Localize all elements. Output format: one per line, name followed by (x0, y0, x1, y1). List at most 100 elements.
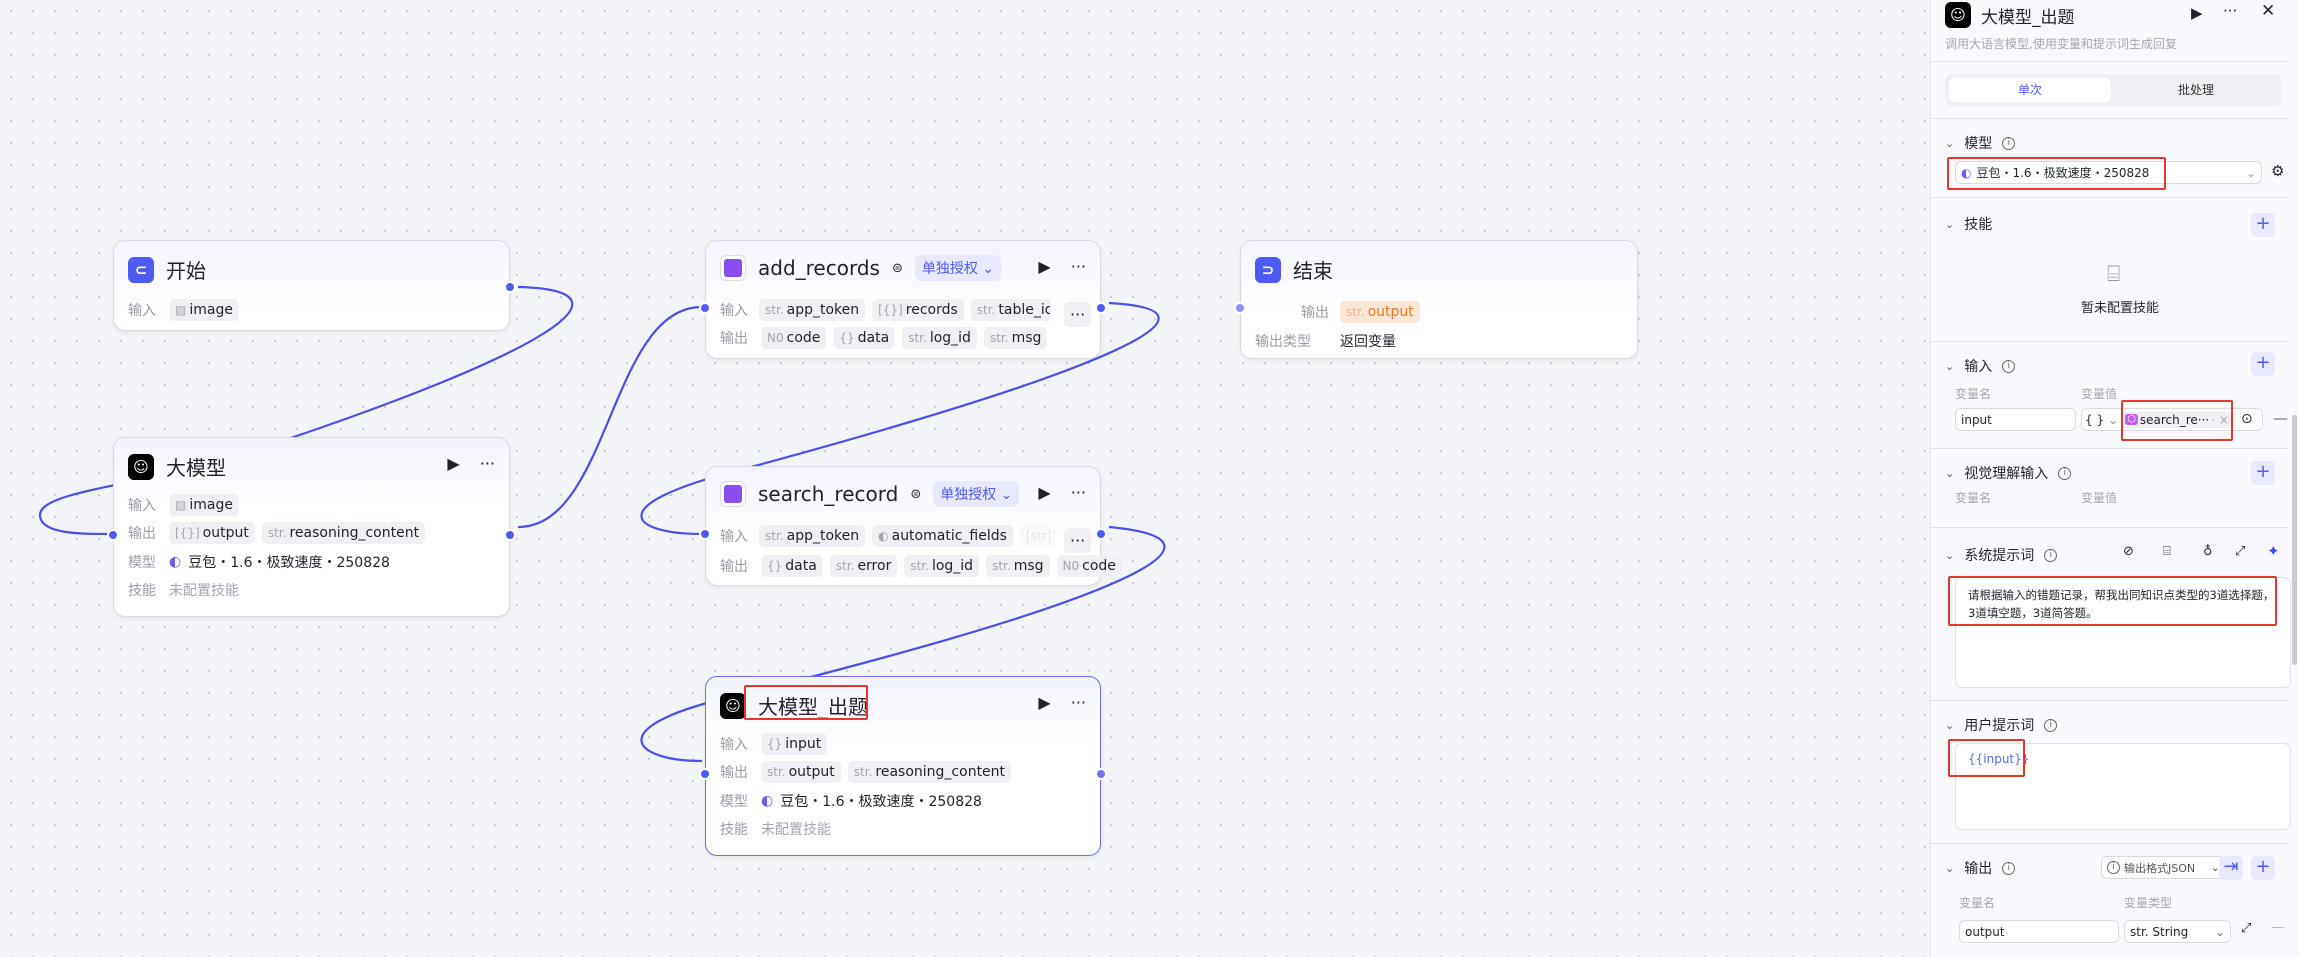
gear-icon[interactable]: ⚙ (2271, 162, 2285, 180)
skills-empty: 暂未配置技能 (2081, 301, 2160, 316)
tab-single[interactable]: 单次 (1949, 78, 2111, 102)
input-handle[interactable] (699, 768, 711, 780)
edge-add-search (640, 301, 1160, 536)
output-format-select[interactable]: i 输出格式JSON ⌄ (2101, 856, 2226, 879)
auth-dropdown[interactable]: 单独授权 ⌄ (933, 481, 1020, 507)
highlight-box (2121, 400, 2233, 441)
more-icon[interactable]: ··· (479, 454, 495, 473)
input-name-field[interactable]: input (1955, 408, 2076, 431)
doubao-icon: ◐ (1961, 165, 1972, 180)
output-handle[interactable] (504, 529, 516, 541)
more-icon[interactable]: ··· (1070, 483, 1086, 502)
highlight-box (1948, 739, 2025, 777)
node-end[interactable]: ⊃ 结束 输出 str. output 输出类型 返回变量 (1234, 240, 1638, 359)
model-select[interactable]: ◐ 豆包・1.6・极致速度・250828 ⌄ (1955, 161, 2262, 184)
node-start[interactable]: ⊂ 开始 输入 ▨ image (113, 240, 516, 331)
output-handle[interactable] (1095, 768, 1107, 780)
plugin-icon: ⊜ (891, 260, 903, 276)
more-icon[interactable]: ··· (1070, 693, 1086, 712)
compass-icon[interactable]: ⊘ (2123, 544, 2134, 559)
output-handle[interactable] (504, 281, 516, 293)
node-search-record[interactable]: search_record ⊜ 单独授权 ⌄ ▶ ··· 输入 str. app_tok… (699, 466, 1122, 586)
run-icon[interactable]: ▶ (1038, 483, 1051, 502)
system-prompt-textarea[interactable]: 请根据输入的错题记录，帮我出同知识点类型的3道选择题，3道填空题，3道简答题。 (1955, 577, 2291, 688)
panel-subtitle: 调用大语言模型,使用变量和提示词生成回复 (1945, 37, 2177, 51)
doubao-icon: ◐ (761, 793, 774, 809)
input-handle[interactable] (699, 528, 711, 540)
add-skill-button[interactable]: + (2251, 213, 2275, 237)
plugin-icon: ⊜ (910, 486, 922, 502)
info-icon: i (2058, 466, 2072, 480)
info-icon: i (2044, 548, 2058, 562)
input-handle[interactable] (1234, 302, 1246, 314)
more-icon[interactable]: ··· (1070, 257, 1086, 276)
chevron-down-icon[interactable]: ⌄ (1945, 466, 1955, 480)
expand-icon[interactable]: ⤢ (2241, 921, 2252, 936)
expand-icon[interactable]: ⤢ (2235, 544, 2246, 559)
run-icon[interactable]: ▶ (1038, 257, 1051, 276)
run-icon[interactable]: ▶ (2191, 4, 2203, 22)
node-llm-quiz[interactable]: ☺ 大模型_出题 ▶ ··· 输入{} input 输出 str. output str. r… (699, 676, 1107, 856)
info-icon: i (2002, 861, 2016, 875)
chevron-down-icon[interactable]: ⌄ (1945, 718, 1955, 732)
remove-input-button[interactable]: — (2273, 409, 2288, 427)
highlight-box (744, 685, 868, 720)
close-icon[interactable]: ✕ (2261, 1, 2276, 21)
info-icon: i (2044, 718, 2058, 732)
info-icon: i (2002, 136, 2016, 150)
end-icon: ⊃ (1255, 256, 1281, 283)
empty-box-icon: ⌸ (2107, 262, 2121, 287)
output-type-select[interactable]: str. String ⌄ (2124, 920, 2231, 943)
table-icon (720, 481, 746, 507)
edge-search-quiz (640, 525, 1166, 763)
output-handle[interactable] (1095, 302, 1107, 314)
auth-dropdown[interactable]: 单独授权 ⌄ (914, 255, 1002, 281)
library-icon[interactable]: ⌸ (2163, 544, 2171, 559)
highlight-box (1948, 576, 2277, 626)
node-config-panel: ☺ 大模型_出题 ▶ ··· ✕ 调用大语言模型,使用变量和提示词生成回复 单次… (1930, 0, 2299, 957)
panel-title: 大模型_出题 (1981, 8, 2075, 28)
add-input-button[interactable]: + (2251, 352, 2275, 376)
node-llm[interactable]: ☺ 大模型 ▶ ··· 输入 ▨ image 输出[{}] output str. reaso… (107, 437, 516, 617)
more-inputs-button[interactable]: ··· (1064, 528, 1092, 553)
llm-icon: ☺ (128, 453, 154, 480)
var-tag: ▨ image (169, 299, 239, 321)
llm-icon: ☺ (1945, 2, 1971, 28)
chevron-down-icon[interactable]: ⌄ (1945, 217, 1955, 231)
variable-picker-icon[interactable]: ⊙ (2241, 411, 2253, 427)
table-icon (720, 255, 746, 281)
node-title: 开始 (166, 259, 206, 283)
ai-sparkle-icon[interactable]: ✦ (2267, 542, 2280, 560)
start-icon: ⊂ (128, 256, 154, 283)
workflow-canvas[interactable]: ⊂ 开始 输入 ▨ image ☺ 大模型 ▶ ··· 输入 ▨ image 输出[{}] ou… (0, 0, 1930, 957)
llm-icon: ☺ (720, 692, 746, 719)
image-icon: ▨ (175, 498, 187, 512)
import-output-button[interactable]: ⇥ (2219, 856, 2243, 880)
chevron-down-icon[interactable]: ⌄ (1945, 861, 1955, 875)
input-value-field[interactable]: { } ⌄ ⬡ search_re··· · × (2081, 408, 2263, 431)
edge-llm-add (517, 305, 703, 529)
input-handle[interactable] (699, 302, 711, 314)
run-icon[interactable]: ▶ (1038, 693, 1051, 712)
more-icon[interactable]: ··· (2223, 2, 2238, 20)
chevron-down-icon[interactable]: ⌄ (1945, 136, 1955, 150)
input-handle[interactable] (107, 529, 119, 541)
info-icon: i (2002, 359, 2016, 373)
info-icon: i (2107, 861, 2120, 874)
add-vision-input-button[interactable]: + (2251, 461, 2275, 485)
highlight-box (1947, 157, 2166, 190)
add-output-button[interactable]: + (2251, 856, 2275, 880)
chevron-down-icon[interactable]: ⌄ (1945, 359, 1955, 373)
remove-output-button[interactable]: — (2271, 920, 2284, 935)
output-handle[interactable] (1095, 528, 1107, 540)
panel-scrollbar[interactable] (2292, 415, 2297, 665)
output-name-field[interactable]: output (1959, 920, 2119, 943)
tab-batch[interactable]: 批处理 (2177, 83, 2214, 97)
node-add-records[interactable]: add_records ⊜ 单独授权 ⌄ ▶ ··· 输入 str. app_token… (699, 240, 1107, 359)
chevron-down-icon[interactable]: ⌄ (1945, 548, 1955, 562)
more-inputs-button[interactable]: ··· (1064, 302, 1092, 327)
user-prompt-textarea[interactable]: {{input}} (1955, 743, 2291, 830)
plugin-icon: ⬡ (2125, 414, 2138, 425)
run-icon[interactable]: ▶ (447, 454, 460, 473)
bulb-icon[interactable]: ♁ (2203, 544, 2213, 559)
